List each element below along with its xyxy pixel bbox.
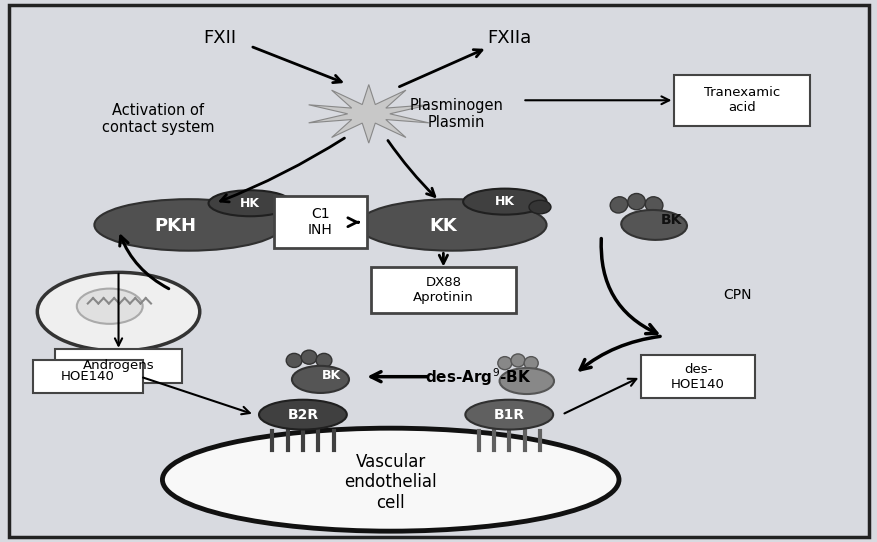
Text: CPN: CPN: [723, 288, 751, 302]
FancyBboxPatch shape: [370, 267, 516, 313]
Text: BK: BK: [322, 369, 341, 382]
Text: Activation of
contact system: Activation of contact system: [102, 103, 214, 136]
FancyBboxPatch shape: [274, 197, 367, 248]
Ellipse shape: [301, 350, 317, 364]
FancyBboxPatch shape: [33, 360, 142, 393]
Text: Plasminogen
Plasmin: Plasminogen Plasmin: [410, 98, 503, 130]
Ellipse shape: [610, 197, 627, 213]
Ellipse shape: [510, 354, 524, 367]
FancyBboxPatch shape: [54, 349, 182, 383]
Ellipse shape: [524, 357, 538, 370]
Text: des-Arg$^9$-BK: des-Arg$^9$-BK: [424, 366, 531, 388]
FancyBboxPatch shape: [674, 75, 809, 126]
Ellipse shape: [499, 368, 553, 394]
Text: C1
INH: C1 INH: [308, 207, 332, 237]
Ellipse shape: [316, 353, 332, 367]
Ellipse shape: [162, 428, 618, 531]
Ellipse shape: [463, 189, 545, 215]
Text: BK: BK: [660, 212, 681, 227]
Text: des-
HOE140: des- HOE140: [670, 363, 724, 391]
Text: Tranexamic
acid: Tranexamic acid: [703, 86, 779, 114]
Ellipse shape: [465, 400, 553, 430]
Text: KK: KK: [429, 217, 457, 235]
FancyBboxPatch shape: [640, 355, 754, 398]
Ellipse shape: [497, 357, 511, 370]
Text: DX88
Aprotinin: DX88 Aprotinin: [412, 276, 474, 304]
Text: HOE140: HOE140: [61, 370, 115, 383]
Text: HK: HK: [240, 197, 260, 210]
Text: B2R: B2R: [287, 408, 318, 422]
Text: FXII: FXII: [203, 29, 236, 47]
Text: B1R: B1R: [493, 408, 524, 422]
Ellipse shape: [286, 353, 302, 367]
Ellipse shape: [37, 273, 200, 351]
Ellipse shape: [645, 197, 662, 213]
Text: Androgens: Androgens: [82, 359, 154, 372]
Ellipse shape: [291, 366, 349, 393]
Ellipse shape: [95, 199, 282, 250]
Ellipse shape: [621, 210, 686, 240]
Ellipse shape: [208, 190, 291, 216]
Ellipse shape: [528, 201, 551, 214]
Ellipse shape: [77, 288, 142, 324]
Text: PKH: PKH: [154, 217, 196, 235]
Ellipse shape: [358, 199, 545, 250]
Ellipse shape: [259, 400, 346, 430]
Text: HK: HK: [495, 195, 514, 208]
Text: Vascular
endothelial
cell: Vascular endothelial cell: [344, 453, 437, 512]
Text: FXIIa: FXIIa: [487, 29, 531, 47]
Ellipse shape: [627, 193, 645, 210]
Polygon shape: [309, 85, 428, 143]
